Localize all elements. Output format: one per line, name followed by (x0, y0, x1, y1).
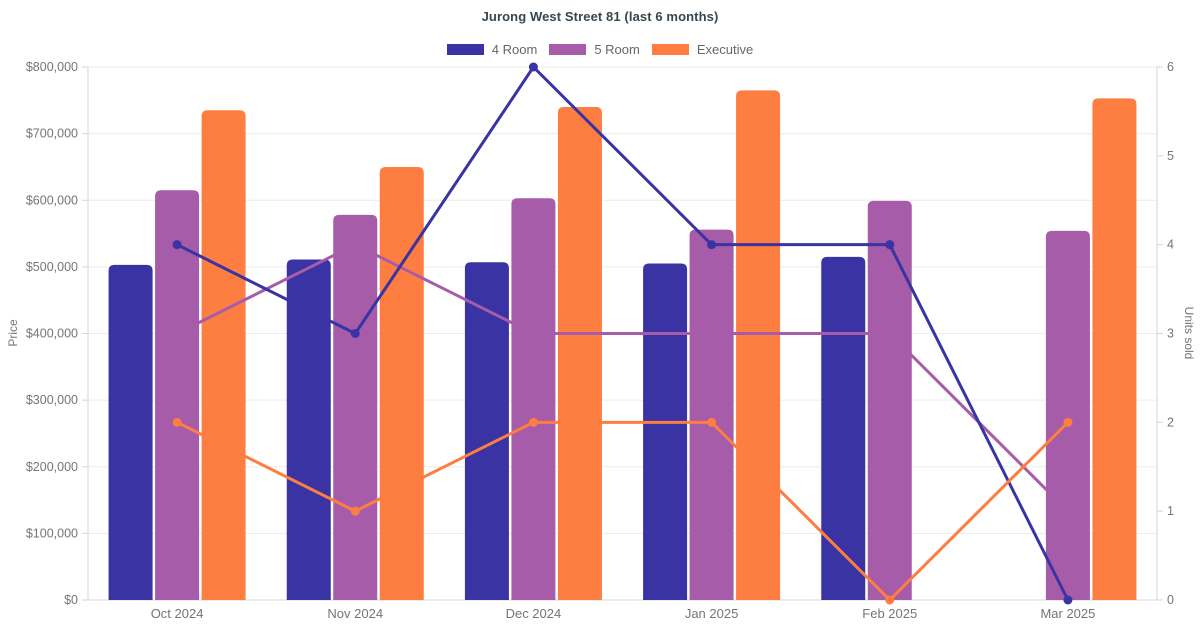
units-tick-label: 6 (1167, 60, 1174, 74)
bar-executive-dec-2024[interactable] (557, 106, 602, 600)
bar-4-room-feb-2025[interactable] (821, 256, 866, 600)
bar-executive-mar-2025[interactable] (1092, 98, 1137, 600)
bar-5-room-oct-2024[interactable] (155, 190, 200, 600)
bar-4-room-oct-2024[interactable] (108, 264, 153, 600)
line-executive-units (175, 420, 1070, 602)
point-executive-oct-2024[interactable] (172, 417, 182, 427)
legend-item-4-room[interactable]: 4 Room (446, 42, 538, 57)
price-tick-label: $700,000 (26, 127, 78, 141)
bar-executive-jan-2025[interactable] (736, 90, 781, 600)
month-label: Jan 2025 (685, 606, 739, 621)
units-tick-label: 0 (1167, 593, 1174, 607)
point-4-room-feb-2025[interactable] (885, 240, 895, 250)
legend-item-executive[interactable]: Executive (651, 42, 754, 57)
point-executive-dec-2024[interactable] (528, 417, 538, 427)
point-executive-feb-2025[interactable] (885, 595, 895, 605)
price-tick-label: $200,000 (26, 460, 78, 474)
bar-4-room-dec-2024[interactable] (464, 262, 509, 600)
bar-5-room-dec-2024[interactable] (511, 198, 556, 600)
month-label: Oct 2024 (151, 606, 204, 621)
chart-legend: 4 Room 5 Room Executive (0, 42, 1200, 57)
price-tick-label: $100,000 (26, 526, 78, 540)
point-4-room-nov-2024[interactable] (350, 329, 360, 338)
line-4-room-units (175, 65, 1070, 602)
point-4-room-jan-2025[interactable] (707, 240, 717, 250)
month-label: Feb 2025 (862, 606, 917, 621)
bar-executive-oct-2024[interactable] (201, 110, 246, 601)
units-tick-label: 5 (1167, 149, 1174, 163)
point-executive-nov-2024[interactable] (350, 506, 360, 516)
price-tick-label: $0 (64, 593, 78, 607)
legend-swatch-executive-icon (651, 44, 689, 55)
point-4-room-dec-2024[interactable] (528, 62, 538, 72)
month-label: Nov 2024 (327, 606, 383, 621)
point-executive-jan-2025[interactable] (707, 417, 717, 427)
bar-4-room-nov-2024[interactable] (286, 259, 331, 600)
price-tick-label: $300,000 (26, 393, 78, 407)
units-tick-label: 1 (1167, 504, 1174, 518)
bar-executive-nov-2024[interactable] (379, 166, 424, 600)
legend-swatch-5-room-icon (549, 44, 587, 55)
legend-label-4-room: 4 Room (491, 42, 538, 57)
bar-5-room-jan-2025[interactable] (689, 229, 734, 600)
legend-swatch-4-room-icon (446, 44, 484, 55)
legend-item-5-room[interactable]: 5 Room (549, 42, 640, 57)
y-axis-title-units: Units sold (1182, 306, 1196, 360)
month-label: Dec 2024 (506, 606, 562, 621)
price-tick-label: $800,000 (26, 60, 78, 74)
point-4-room-oct-2024[interactable] (172, 240, 182, 250)
bar-5-room-feb-2025[interactable] (867, 200, 912, 600)
point-4-room-mar-2025[interactable] (1063, 595, 1073, 605)
bar-5-room-nov-2024[interactable] (333, 214, 378, 600)
bar-5-room-mar-2025[interactable] (1045, 230, 1090, 600)
legend-label-5-room: 5 Room (594, 42, 640, 57)
chart-title: Jurong West Street 81 (last 6 months) (481, 9, 719, 24)
point-executive-mar-2025[interactable] (1063, 417, 1073, 427)
line-5-room-units (175, 243, 1070, 513)
units-tick-label: 2 (1167, 415, 1174, 429)
price-tick-label: $500,000 (26, 260, 78, 274)
price-tick-label: $400,000 (26, 327, 78, 341)
legend-label-executive: Executive (696, 42, 754, 57)
units-tick-label: 3 (1167, 327, 1174, 341)
units-tick-label: 4 (1167, 238, 1174, 252)
price-tick-label: $600,000 (26, 193, 78, 207)
bar-4-room-jan-2025[interactable] (643, 263, 688, 600)
month-label: Mar 2025 (1040, 606, 1095, 621)
y-axis-title-price: Price (6, 319, 20, 347)
